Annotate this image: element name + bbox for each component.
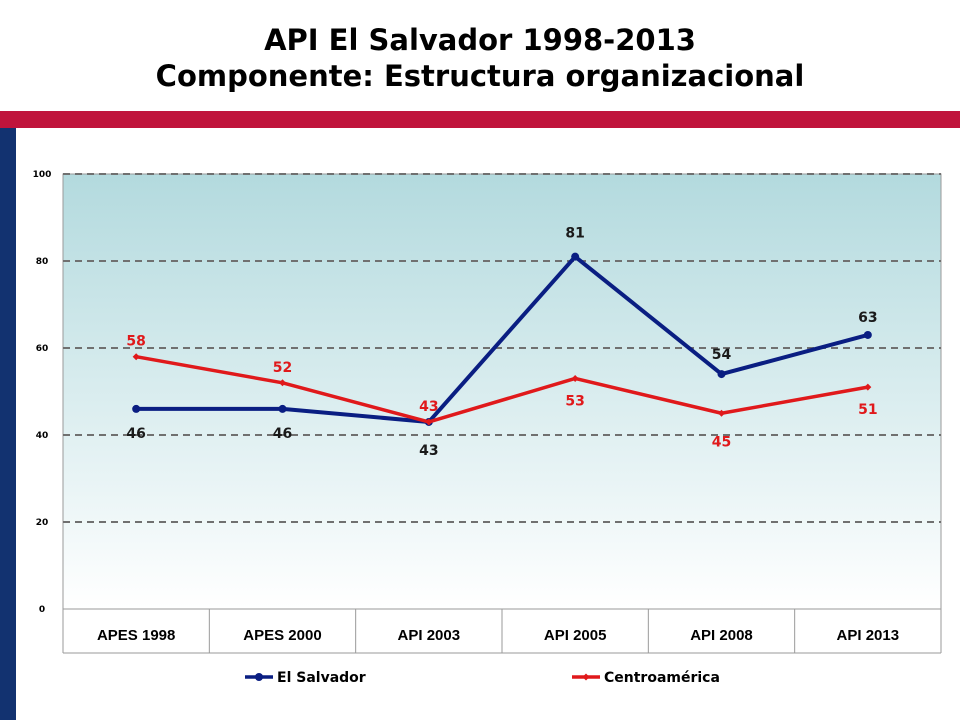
x-tick-label: API 2008 bbox=[690, 627, 753, 644]
data-label: 46 bbox=[126, 426, 145, 442]
data-label: 43 bbox=[419, 443, 438, 459]
data-point bbox=[718, 409, 725, 417]
plot-area bbox=[62, 173, 942, 610]
x-tick-label: API 2005 bbox=[544, 627, 607, 644]
series-line bbox=[136, 254, 869, 424]
legend-label: Centroamérica bbox=[604, 670, 720, 686]
data-point bbox=[863, 330, 872, 339]
x-tick-label: API 2013 bbox=[837, 627, 900, 644]
y-tick-label: 40 bbox=[36, 431, 49, 441]
data-point bbox=[425, 418, 433, 426]
data-label: 46 bbox=[273, 426, 292, 442]
data-label: 63 bbox=[858, 310, 877, 326]
y-tick-label: 60 bbox=[36, 344, 49, 354]
slide-title: API El Salvador 1998-2013 Componente: Es… bbox=[0, 22, 960, 94]
data-point bbox=[864, 383, 872, 391]
y-tick-label: 20 bbox=[36, 518, 49, 528]
data-point bbox=[132, 404, 141, 413]
legend-marker bbox=[255, 673, 263, 681]
x-tick-label: API 2003 bbox=[398, 627, 461, 644]
x-tick-label: APES 1998 bbox=[97, 627, 175, 644]
data-label: 58 bbox=[126, 334, 145, 350]
data-label: 51 bbox=[858, 402, 877, 418]
x-tick-label: APES 2000 bbox=[243, 627, 321, 644]
data-point bbox=[717, 370, 726, 379]
title-line-1: API El Salvador 1998-2013 bbox=[264, 23, 696, 57]
data-label: 54 bbox=[712, 347, 732, 363]
y-tick-label: 100 bbox=[33, 170, 52, 180]
legend-label: El Salvador bbox=[277, 670, 366, 686]
legend-marker bbox=[582, 673, 590, 681]
data-label: 45 bbox=[712, 434, 731, 450]
side-bar bbox=[0, 128, 16, 720]
data-point bbox=[571, 374, 579, 382]
y-tick-label: 0 bbox=[39, 605, 45, 615]
data-point bbox=[279, 379, 286, 387]
data-point bbox=[278, 404, 287, 413]
data-point bbox=[571, 252, 580, 261]
accent-bar bbox=[0, 111, 960, 128]
y-tick-label: 80 bbox=[36, 257, 49, 267]
series-line bbox=[135, 354, 869, 424]
data-label: 52 bbox=[273, 360, 292, 376]
data-label: 53 bbox=[565, 393, 584, 409]
title-line-2: Componente: Estructura organizacional bbox=[155, 59, 805, 93]
data-label: 81 bbox=[565, 226, 584, 242]
data-label: 43 bbox=[419, 399, 438, 415]
data-point bbox=[132, 353, 140, 361]
